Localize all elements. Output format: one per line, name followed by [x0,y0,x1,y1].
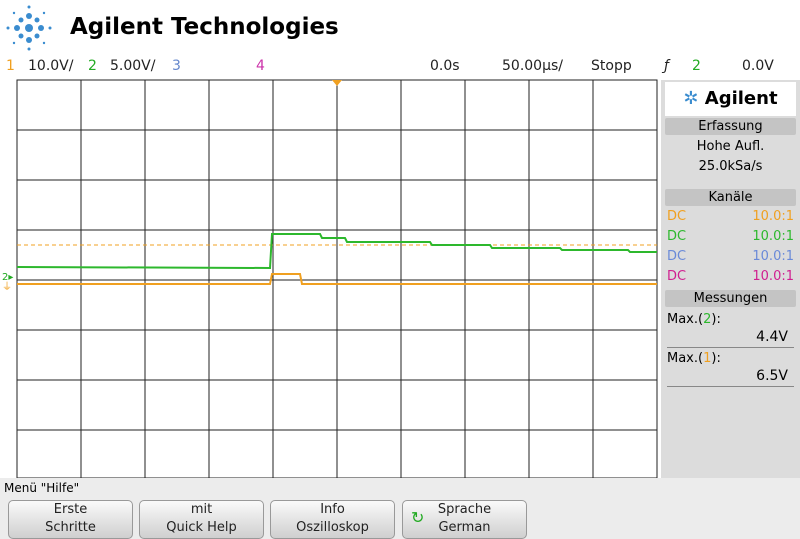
acq-info: Hohe Aufl. 25.0kSa/s [661,137,800,177]
ch1-label: 1 [6,58,15,74]
refresh-icon: ↻ [411,508,425,527]
channel-row: DC 10.0:1 [661,248,800,268]
menu-title: Menü "Hilfe" [4,481,80,495]
meas-value: 6.5V [667,366,794,387]
coupling: DC [667,229,687,244]
meas-label: Max.(1): [661,348,800,366]
softkey-line2: Schritte [45,520,96,535]
softkey-line2: Quick Help [166,520,237,535]
coupling: DC [667,209,687,224]
ch2-label: 2 [88,58,97,74]
side-panel: ✲ Agilent Erfassung Hohe Aufl. 25.0kSa/s … [661,80,800,478]
header-title: Agilent Technologies [70,14,339,40]
probe-ratio: 10.0:1 [752,249,794,264]
probe-ratio: 10.0:1 [752,229,794,244]
ch4-label: 4 [256,58,265,74]
ch3-label: 3 [172,58,181,74]
softkey-line2: Oszilloskop [296,520,369,535]
channels-title: Kanäle [665,189,796,206]
trigger-icon: ƒ [664,58,669,74]
acq-title: Erfassung [665,118,796,135]
brand-text: Agilent [704,88,778,109]
meas-value: 4.4V [667,327,794,348]
ch2-scale: 5.00V/ [110,58,156,74]
softkey-line1: Info [320,502,345,517]
softkey[interactable]: ↻ Sprache German [402,500,527,539]
coupling: DC [667,249,687,264]
trigger-source: 2 [692,58,701,74]
waveform-display: 2▸ ⏚ [2,79,658,479]
meas-channel: 2 [703,312,712,327]
meas-prefix: Max.( [667,312,704,327]
channel-list: DC 10.0:1 DC 10.0:1 DC 10.0:1 DC 10.0:1 [661,208,800,288]
run-state: Stopp [591,58,632,74]
logo [6,5,52,51]
ch2-ground-marker: 2▸ [2,272,13,283]
meas-suffix: ): [711,351,721,366]
softkey-line1: mit [190,502,213,517]
probe-ratio: 10.0:1 [752,269,794,284]
acq-rate: 25.0kSa/s [698,159,763,174]
probe-ratio: 10.0:1 [752,209,794,224]
softkey[interactable]: Info Oszilloskop [270,500,395,539]
softkey[interactable]: Erste Schritte [8,500,133,539]
meas-channel: 1 [703,351,712,366]
delay: 0.0s [430,58,460,74]
ch1-ground-marker: ⏚ [2,281,12,293]
timebase: 50.00µs/ [502,58,563,74]
meas-suffix: ): [711,312,721,327]
softkey-line1: Erste [53,502,88,517]
softkey-line1: Sprache [437,502,492,517]
channel-row: DC 10.0:1 [661,268,800,288]
graticule [16,79,658,479]
trigger-marker [332,80,342,86]
channel-row: DC 10.0:1 [661,208,800,228]
ch1-scale: 10.0V/ [28,58,74,74]
menu-bar [0,478,800,539]
ch1-trace [17,273,657,285]
side-brand: ✲ Agilent [665,82,796,116]
softkey[interactable]: mit Quick Help [139,500,264,539]
ch2-trace [16,233,657,270]
meas-label: Max.(2): [661,309,800,327]
measurement-list: Max.(2): 4.4V Max.(1): 6.5V [661,309,800,387]
channel-row: DC 10.0:1 [661,228,800,248]
coupling: DC [667,269,687,284]
acq-mode: Hohe Aufl. [696,139,765,154]
trigger-level: 0.0V [742,58,774,74]
meas-prefix: Max.( [667,351,704,366]
softkey-line2: German [438,520,491,535]
meas-title: Messungen [665,290,796,307]
